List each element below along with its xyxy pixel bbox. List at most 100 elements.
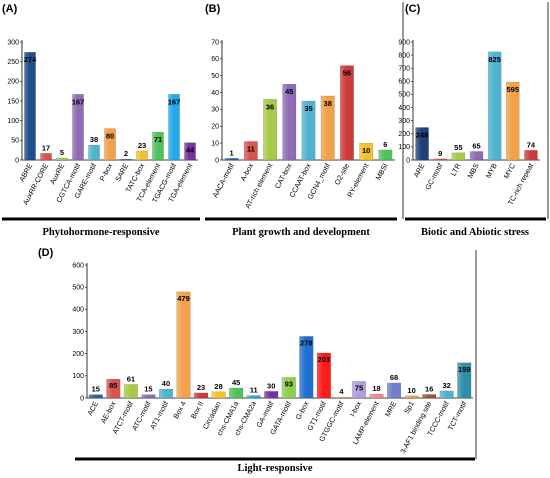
data-label: 10 xyxy=(407,386,415,395)
y-tick-label: 60 xyxy=(211,56,219,63)
y-tick-label: 0 xyxy=(80,395,84,402)
data-label: 825 xyxy=(488,55,501,64)
data-label: 278 xyxy=(300,338,313,347)
bar xyxy=(243,141,258,161)
bar xyxy=(264,391,279,399)
category-label: AACA-motif xyxy=(210,162,236,199)
data-label: 23 xyxy=(138,141,146,150)
data-label: 44 xyxy=(186,146,195,155)
category-label: I-box xyxy=(348,399,364,418)
bar xyxy=(457,362,472,399)
bar xyxy=(158,388,173,399)
y-tick-label: 800 xyxy=(398,52,410,59)
panel-caption: Phytohormone-responsive xyxy=(42,227,159,238)
y-tick-label: 20 xyxy=(211,124,219,131)
y-tick-label: 0 xyxy=(215,157,219,164)
y-tick-label: 30 xyxy=(211,107,219,114)
bar xyxy=(487,51,502,161)
category-label: CAT-box xyxy=(273,161,294,190)
bar xyxy=(524,150,538,161)
y-tick-label: 200 xyxy=(398,131,410,138)
category-label: GC-motif xyxy=(423,162,444,192)
data-label: 11 xyxy=(247,144,255,153)
data-label: 274 xyxy=(24,55,37,64)
data-label: 45 xyxy=(285,87,293,96)
panel-label: (C) xyxy=(405,3,421,15)
y-tick-label: 300 xyxy=(7,39,19,46)
y-tick-label: 10 xyxy=(211,140,219,147)
category-label: Box 4 xyxy=(171,400,188,420)
data-label: 74 xyxy=(527,140,536,149)
bar xyxy=(246,395,261,399)
panel-a: (A)050100150200250300274ABRE17AuxRR-CORE… xyxy=(2,3,200,238)
y-tick-label: 700 xyxy=(398,66,410,73)
y-tick-label: 50 xyxy=(211,73,219,80)
data-label: 159 xyxy=(458,365,471,374)
data-label: 28 xyxy=(214,382,222,391)
bar xyxy=(194,392,209,399)
category-label: G-box xyxy=(293,399,310,421)
data-label: 6 xyxy=(383,140,387,149)
data-label: 9 xyxy=(438,149,442,158)
bar xyxy=(316,352,331,399)
bar xyxy=(378,149,393,161)
bar xyxy=(40,153,52,161)
data-label: 2 xyxy=(124,149,128,158)
bar xyxy=(72,94,84,161)
y-tick-label: 300 xyxy=(398,118,410,125)
bar xyxy=(439,390,454,399)
data-label: 167 xyxy=(168,97,181,106)
y-tick-label: 100 xyxy=(7,118,19,125)
data-label: 16 xyxy=(425,384,433,393)
bar xyxy=(451,152,466,161)
data-label: 35 xyxy=(304,104,312,113)
data-label: 32 xyxy=(443,381,451,390)
y-tick-label: 250 xyxy=(7,59,19,66)
data-label: 203 xyxy=(318,355,331,364)
bar xyxy=(506,81,520,161)
data-label: 5 xyxy=(60,148,64,157)
bar xyxy=(211,391,226,399)
y-tick-label: 100 xyxy=(72,373,84,380)
bar xyxy=(320,95,335,161)
data-label: 61 xyxy=(127,374,135,383)
data-label: 18 xyxy=(372,384,380,393)
data-label: 71 xyxy=(154,135,162,144)
bar xyxy=(152,131,164,161)
bar xyxy=(136,150,148,161)
data-label: 40 xyxy=(162,379,170,388)
y-tick-label: 200 xyxy=(72,351,84,358)
bar xyxy=(369,393,384,399)
bar xyxy=(301,100,316,161)
category-label: MRE xyxy=(383,400,399,419)
y-tick-label: 300 xyxy=(72,329,84,336)
data-label: 479 xyxy=(177,294,190,303)
data-label: 38 xyxy=(90,135,98,144)
y-tick-label: 150 xyxy=(7,98,19,105)
panel-caption: Biotic and Abiotic stress xyxy=(421,227,529,238)
bar xyxy=(184,142,196,161)
bar xyxy=(88,394,103,399)
y-tick-label: 0 xyxy=(406,157,410,164)
data-label: 10 xyxy=(362,146,370,155)
bar xyxy=(24,52,36,161)
data-label: 45 xyxy=(232,378,240,387)
bar xyxy=(106,378,121,399)
bar xyxy=(141,394,156,399)
y-tick-label: 40 xyxy=(211,90,219,97)
y-tick-label: 500 xyxy=(398,92,410,99)
data-label: 17 xyxy=(42,143,50,152)
category-label: O2-site xyxy=(332,162,351,187)
bar xyxy=(104,128,116,161)
y-tick-label: 500 xyxy=(72,284,84,291)
data-label: 38 xyxy=(324,99,332,108)
category-label: MYC xyxy=(502,162,517,180)
data-label: 68 xyxy=(390,373,398,382)
bar xyxy=(120,158,132,161)
bar xyxy=(359,142,374,161)
category-label: MYB xyxy=(484,162,499,180)
y-tick-label: 50 xyxy=(11,138,19,145)
panel-c: (C) 0 100 200 300 400 500 600 700 800 900 248 ARE 9 GC… xyxy=(398,2,549,238)
data-label: 85 xyxy=(109,381,117,390)
